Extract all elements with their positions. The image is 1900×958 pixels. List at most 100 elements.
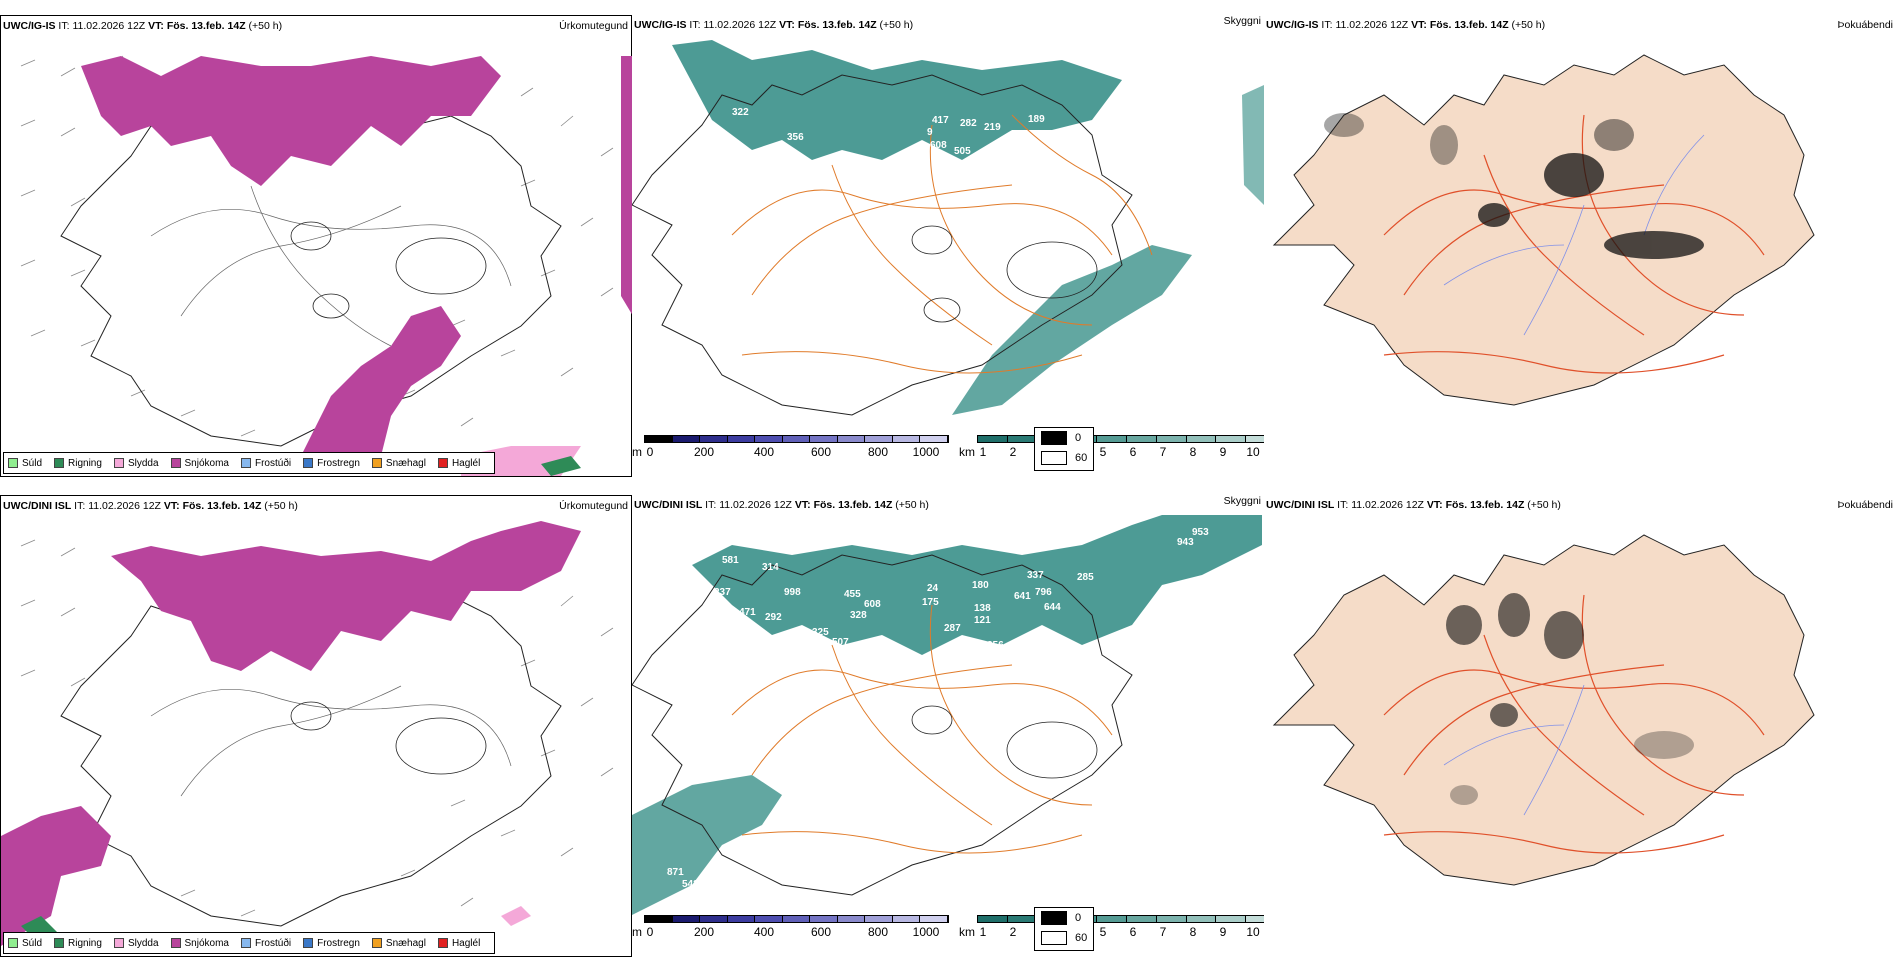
visibility-panel-bottom: UWC/DINI ISL IT: 11.02.2026 12Z VT: Fös.…: [632, 495, 1277, 957]
cb-swatch: [978, 436, 1008, 442]
lead-time: (+50 h): [895, 499, 929, 511]
colorbar-ticks: 0 200 400 600 800 1000: [644, 925, 944, 939]
legend-swatch: [371, 938, 382, 948]
fog-legend-dark: 0: [1035, 908, 1093, 928]
panel-title: Úrkomutegund: [559, 500, 628, 512]
cloud-base-label: 287: [944, 623, 961, 634]
tick-label: 8: [1189, 445, 1197, 459]
cb-swatch: [1097, 436, 1127, 442]
cloud-base-label: 455: [844, 589, 861, 600]
fog-legend-dark: 0: [1035, 428, 1093, 448]
legend-swatch: [8, 938, 18, 948]
legend-label: Rigning: [68, 937, 102, 949]
glaciers: [290, 221, 487, 319]
cb-swatch: [1216, 916, 1247, 922]
legend-label: Snæhagl: [385, 937, 426, 949]
model-name: UWC/IG-IS: [1266, 19, 1319, 31]
cloud-base-label: 328: [850, 610, 867, 621]
cb-swatch: [672, 916, 701, 922]
fog-areas: [1324, 113, 1704, 259]
cb-swatch: [755, 436, 783, 442]
cloud-base-label: 953: [1192, 527, 1209, 538]
legend-label: Frostregn: [317, 457, 360, 469]
valid-time: Fös. 13.feb. 14Z: [182, 500, 262, 512]
fog-legend-light: 60: [1035, 928, 1093, 948]
tick-label: 10: [1246, 925, 1260, 939]
tick-label: 600: [810, 445, 832, 459]
precip-map-svg: [1, 521, 614, 946]
valid-time: Fös. 13.feb. 14Z: [166, 20, 246, 32]
model-name: UWC/IG-IS: [3, 20, 56, 32]
lead-time: (+50 h): [1511, 19, 1546, 31]
cb-swatch: [700, 916, 728, 922]
legend-label: Súld: [22, 937, 43, 949]
legend-drizzle: Súld: [8, 938, 42, 949]
cloud-base-label: 608: [930, 140, 947, 151]
legend-rain: Rigning: [54, 458, 102, 469]
fog-areas: [1446, 593, 1694, 805]
panel-title: Úrkomutegund: [559, 20, 628, 32]
cb-swatch: [1186, 916, 1217, 922]
cloud-base-label: 542: [682, 879, 699, 890]
colorbar-body: 1 2 3 4 5 6 7 8 9 10: [977, 915, 1277, 939]
snow-area-southwest: [1, 806, 111, 946]
colorbar-swatches: [977, 435, 1277, 443]
cloud-base-label: 505: [954, 146, 971, 157]
precip-legend: Súld Rigning Slydda Snjókoma Frostúði Fr…: [3, 932, 496, 954]
tick-label: 200: [693, 445, 715, 459]
cb-swatch: [700, 436, 728, 442]
lead-time: (+50 h): [879, 19, 914, 31]
legend-swatch: [1041, 431, 1067, 445]
legend-snow: Snjókoma: [170, 458, 229, 469]
cloud-base-label: 943: [1177, 537, 1194, 548]
panel-header: UWC/DINI ISL IT: 11.02.2026 12Z VT: Fös.…: [3, 500, 298, 512]
cloud-base-label: 325: [812, 627, 829, 638]
vt-label: VT:: [148, 20, 164, 32]
model-name: UWC/DINI ISL: [1266, 499, 1335, 511]
legend-label: Snæhagl: [385, 457, 426, 469]
cb-swatch: [782, 436, 811, 442]
road-network: [731, 604, 1113, 854]
iceland-outline: [632, 554, 1133, 896]
iceland-land: [1272, 534, 1815, 886]
tick-label: 7: [1159, 925, 1167, 939]
cloud-base-colorbar: m 0 200 400 600 800 1000: [632, 915, 1277, 939]
colorbar-body: 0 200 400 600 800 1000: [644, 915, 949, 939]
legend-snow: Snjókoma: [170, 938, 229, 949]
model-name: UWC/IG-IS: [634, 19, 687, 31]
init-time: 11.02.2026 12Z: [1335, 19, 1409, 31]
lead-time: (+50 h): [1527, 499, 1561, 511]
colorbar-body: 0 200 400 600 800 1000: [644, 435, 949, 459]
init-time: 11.02.2026 12Z: [1351, 499, 1424, 511]
it-label: IT:: [58, 20, 70, 32]
cloud-base-label: 417: [932, 115, 949, 126]
legend-hail: Haglél: [437, 458, 480, 469]
cloud-base-label: 314: [762, 562, 779, 573]
legend-sleet: Slydda: [113, 938, 159, 949]
legend-swatch: [1041, 931, 1067, 945]
tick-label: 1000: [912, 925, 940, 939]
cloud-base-label: 175: [922, 597, 939, 608]
panel-header: UWC/DINI ISL IT: 11.02.2026 12Z VT: Fös.…: [634, 499, 929, 511]
cloud-base-label: 292: [765, 612, 782, 623]
cb-swatch: [837, 916, 866, 922]
legend-label: Haglél: [451, 937, 481, 949]
panel-title: Þokuábendi: [1837, 19, 1893, 31]
legend-label: Súld: [22, 457, 43, 469]
legend-swatch: [437, 458, 448, 468]
legend-swatch: [1041, 911, 1067, 925]
snow-area-edge: [621, 56, 633, 316]
cloud-base-label: 237: [714, 587, 731, 598]
it-label: IT:: [74, 500, 86, 512]
vt-label: VT:: [163, 500, 180, 512]
panel-title: Skyggni: [1223, 495, 1261, 507]
precip-type-panel-top: UWC/IG-IS IT: 11.02.2026 12Z VT: Fös. 13…: [0, 15, 633, 477]
fog-panel-top: UWC/IG-IS IT: 11.02.2026 12Z VT: Fös. 13…: [1034, 15, 1896, 477]
precip-map: [1, 516, 633, 958]
legend-swatch: [170, 458, 181, 468]
cloud-base-labels: 581 314 237 471 292 998 455 608 328 325 …: [667, 527, 1209, 890]
snow-area: [81, 56, 501, 186]
visibility-map-svg: 581 314 237 471 292 998 455 608 328 325 …: [632, 515, 1262, 915]
cloud-base-label: 641: [1014, 591, 1031, 602]
tick-label: 600: [810, 925, 832, 939]
